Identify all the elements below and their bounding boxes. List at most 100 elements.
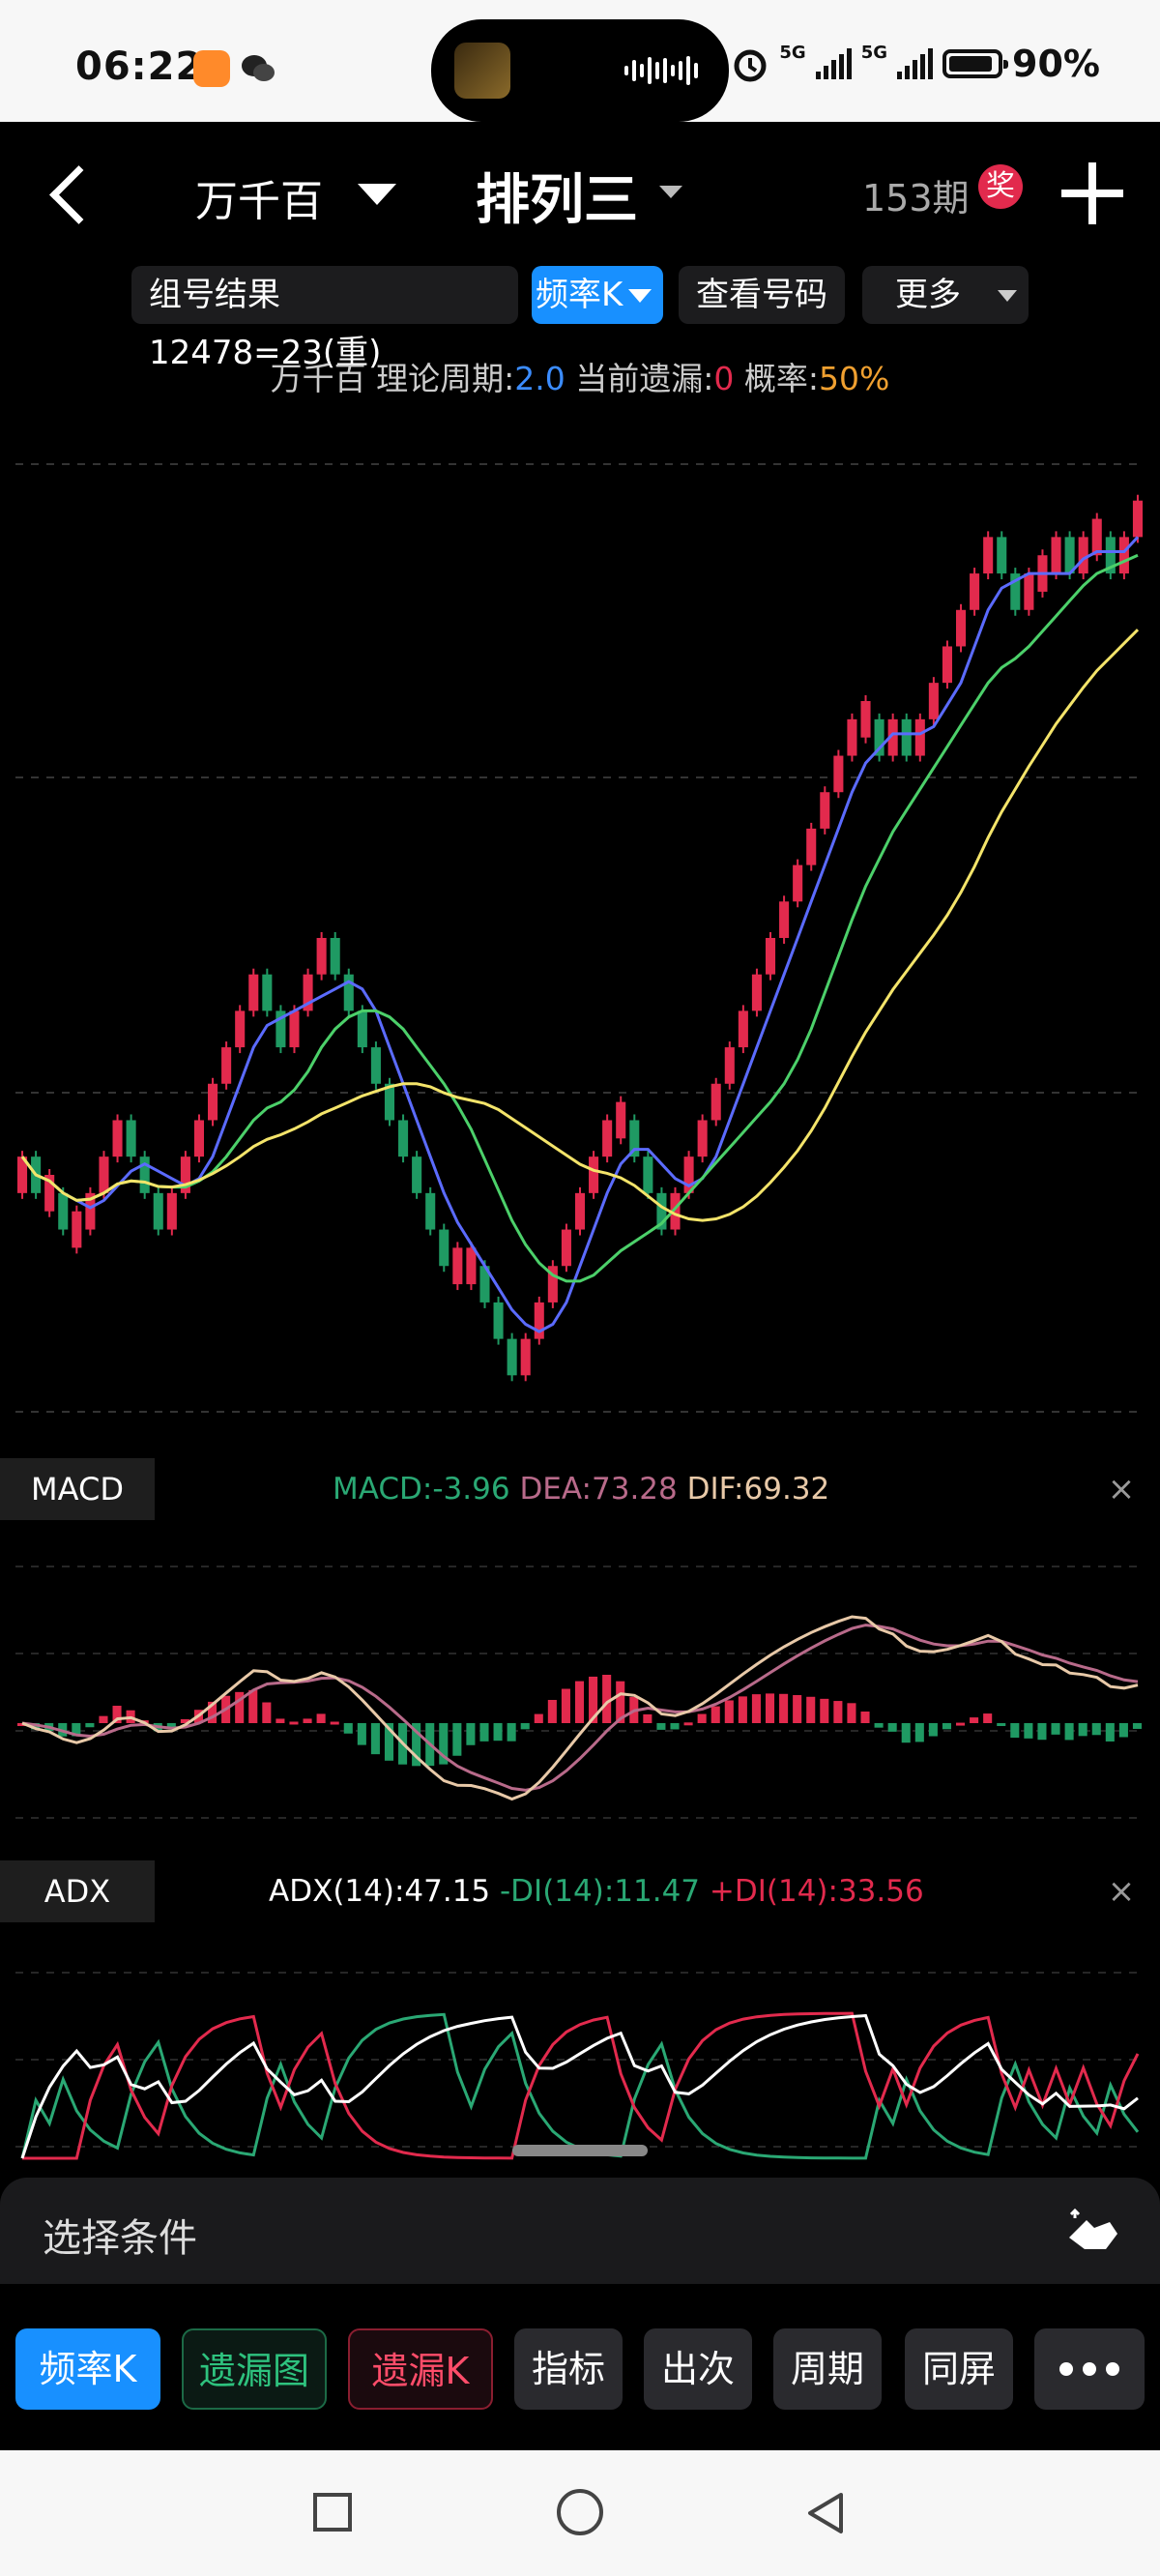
candle — [914, 718, 925, 756]
app-header: 万千百 排列三 153期 奖 — [0, 122, 1160, 257]
candle — [1118, 537, 1129, 574]
recents-icon[interactable] — [313, 2493, 352, 2532]
candle — [235, 1010, 246, 1048]
signal-icon — [815, 48, 852, 79]
sheet-drag-handle[interactable] — [512, 2145, 648, 2156]
candle — [466, 1247, 477, 1285]
candle — [643, 1156, 653, 1193]
macd-histogram-bar — [479, 1723, 489, 1742]
candle — [1132, 500, 1143, 538]
candle — [1051, 537, 1061, 574]
lottery-title[interactable]: 排列三 — [476, 169, 638, 232]
candle — [928, 683, 939, 719]
macd-histogram-bar — [276, 1718, 285, 1723]
macd-histogram-bar — [983, 1713, 993, 1723]
period-button[interactable]: 周期 — [773, 2328, 882, 2410]
current-missing-value: 0 — [713, 360, 735, 397]
more-chip[interactable]: 更多 — [862, 266, 1029, 324]
back-nav-icon[interactable] — [804, 2491, 849, 2535]
more-options-button[interactable] — [1034, 2328, 1145, 2410]
macd-tag[interactable]: MACD — [0, 1458, 155, 1520]
stats-prefix: 万千百 理论周期: — [270, 360, 515, 397]
status-icons: 5G 5G 90% — [731, 43, 1100, 85]
candle — [370, 1047, 381, 1084]
candle — [316, 938, 327, 975]
macd-histogram-bar — [806, 1696, 816, 1723]
candle — [697, 1120, 708, 1157]
indicator-button[interactable]: 指标 — [514, 2328, 623, 2410]
macd-histogram-bar — [370, 1723, 380, 1755]
macd-histogram-bar — [330, 1721, 339, 1725]
media-thumbnail — [454, 43, 510, 99]
macd-histogram-bar — [779, 1693, 789, 1723]
expand-hand-icon[interactable] — [1065, 2209, 1121, 2255]
macd-histogram-bar — [942, 1723, 951, 1730]
chevron-down-icon[interactable] — [358, 184, 396, 205]
macd-histogram-bar — [697, 1713, 707, 1723]
candle — [847, 718, 857, 756]
candle — [1105, 537, 1116, 574]
freq-k-button[interactable]: 频率K — [15, 2328, 160, 2410]
network-type-2: 5G — [860, 43, 888, 63]
macd-histogram-bar — [574, 1681, 585, 1723]
condition-sheet[interactable]: 选择条件 — [0, 2145, 1160, 2284]
title-chevron-icon[interactable] — [659, 186, 682, 198]
macd-histogram-bar — [765, 1693, 775, 1723]
macd-histogram-bar — [412, 1723, 421, 1767]
missing-chart-button[interactable]: 遗漏图 — [182, 2328, 327, 2410]
adx-close-icon[interactable]: × — [1107, 1872, 1136, 1911]
combo-result-chip[interactable]: 组号结果 12478=23(重) — [131, 266, 518, 372]
candle — [425, 1192, 436, 1230]
home-icon[interactable] — [557, 2489, 603, 2535]
macd-histogram-bar — [166, 1723, 176, 1728]
view-numbers-chip[interactable]: 查看号码 — [679, 266, 845, 324]
macd-histogram-bar — [1091, 1723, 1101, 1736]
candle — [970, 573, 980, 610]
candle — [17, 1156, 28, 1193]
macd-close-icon[interactable]: × — [1107, 1470, 1136, 1508]
macd-histogram-bar — [724, 1700, 734, 1723]
candle — [262, 974, 273, 1011]
candle — [710, 1083, 721, 1121]
candle — [221, 1047, 232, 1084]
macd-histogram-bar — [955, 1722, 966, 1726]
add-icon[interactable] — [1061, 162, 1123, 224]
freq-k-chip[interactable]: 频率K — [532, 266, 663, 324]
adx-value: ADX(14):47.15 — [269, 1874, 491, 1909]
candle — [901, 718, 912, 756]
macd-histogram-bar — [303, 1718, 312, 1723]
macd-histogram-bar — [616, 1681, 625, 1723]
stats-line: 万千百 理论周期:2.0 当前遗漏:0 概率:50% — [0, 353, 1160, 399]
macd-histogram-bar — [507, 1723, 516, 1742]
missing-k-button[interactable]: 遗漏K — [348, 2328, 493, 2410]
candle — [99, 1156, 109, 1193]
macd-histogram-bar — [289, 1721, 299, 1725]
occurrence-button[interactable]: 出次 — [644, 2328, 752, 2410]
same-screen-button[interactable]: 同屏 — [905, 2328, 1013, 2410]
status-bar: 06:22 5G 5G 90% — [0, 0, 1160, 122]
macd-histogram-bar — [670, 1723, 680, 1730]
award-icon[interactable]: 奖 — [978, 164, 1023, 209]
adx-values: ADX(14):47.15 -DI(14):11.47 +DI(14):33.5… — [269, 1874, 924, 1909]
macd-histogram-bar — [874, 1723, 884, 1728]
macd-histogram-bar — [1132, 1723, 1142, 1729]
macd-histogram-bar — [1010, 1723, 1020, 1739]
taobao-notification-icon — [193, 50, 230, 87]
candle — [751, 974, 762, 1011]
candle — [793, 864, 803, 902]
candle — [738, 1010, 748, 1048]
macd-histogram-bar — [1118, 1723, 1128, 1738]
more-dots-icon — [1034, 2328, 1145, 2410]
more-chevron-icon — [998, 290, 1017, 302]
adx-tag[interactable]: ADX — [0, 1860, 155, 1922]
candle — [779, 901, 790, 938]
candle — [820, 792, 830, 829]
candle — [384, 1083, 395, 1121]
position-selector[interactable]: 万千百 — [195, 166, 323, 228]
macd-histogram-bar — [970, 1717, 979, 1723]
dynamic-island[interactable] — [431, 19, 729, 122]
more-label: 更多 — [895, 276, 961, 314]
candle — [180, 1156, 190, 1193]
main-kline-chart[interactable] — [0, 0, 1160, 2178]
issue-count[interactable]: 153期 — [862, 177, 970, 220]
